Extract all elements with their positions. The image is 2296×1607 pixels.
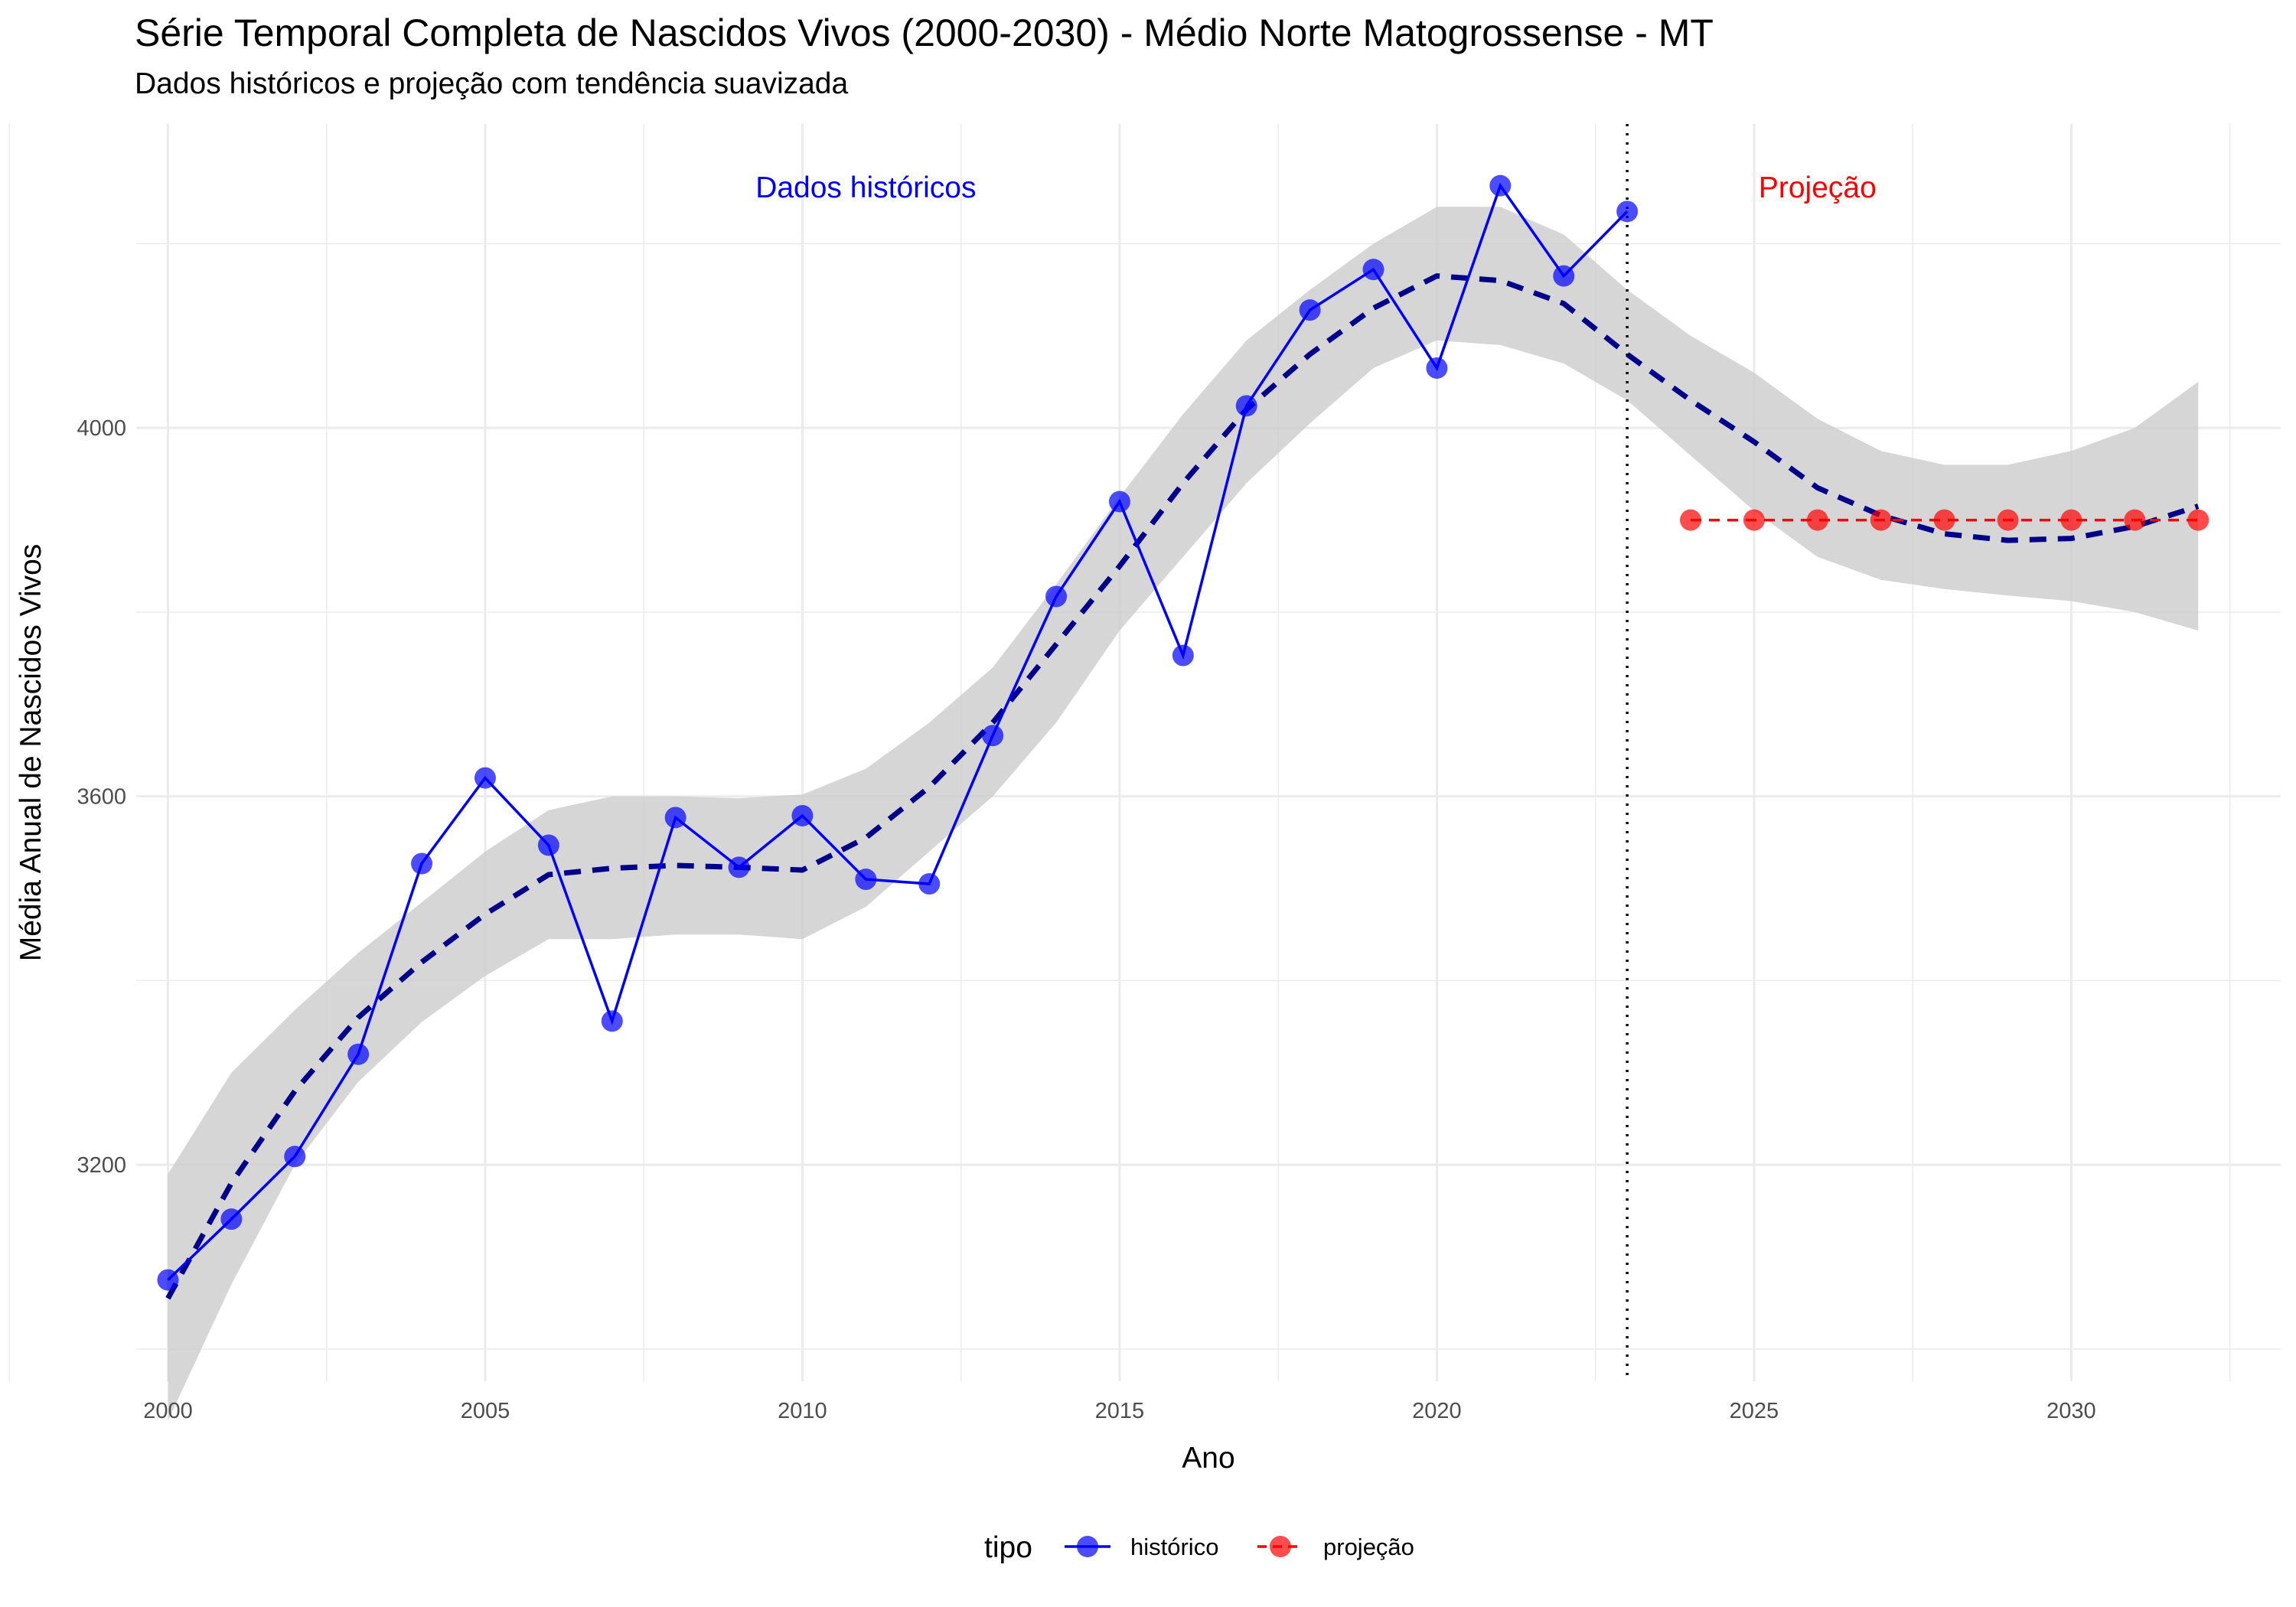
data-point-0-2002 [284,1146,306,1168]
data-point-0-2022 [1553,265,1575,287]
data-point-0-2020 [1426,357,1448,379]
series-line-0 [167,182,1629,1281]
data-point-1-2029 [1997,509,2019,531]
chart-title: Série Temporal Completa de Nascidos Vivo… [135,11,1714,54]
data-point-0-2021 [1489,174,1512,197]
grid-minor [8,124,2281,1381]
annotations: Dados históricos Projeção [755,171,1877,204]
data-point-1-2024 [1680,509,1702,531]
data-point-0-2004 [411,852,433,875]
data-point-0-2003 [347,1043,370,1065]
data-point-1-2028 [1933,509,1955,531]
data-point-1-2031 [2124,509,2146,531]
y-tick-3200: 3200 [77,1153,126,1178]
data-point-0-2016 [1172,644,1194,667]
data-point-0-2010 [791,804,814,826]
y-axis-title: Média Anual de Nascidos Vivos [15,544,47,962]
x-tick-2025: 2025 [1730,1399,1779,1423]
data-point-0-2023 [1616,200,1639,223]
data-point-0-2001 [220,1208,243,1231]
data-point-0-2018 [1299,299,1321,321]
series [167,182,2199,1281]
confidence-ribbon [168,207,2199,1421]
annotation-0: Dados históricos [755,171,976,204]
y-tick-3600: 3600 [77,785,126,810]
legend-label-1: projeção [1323,1534,1414,1560]
data-point-0-2015 [1108,491,1130,513]
annotation-1: Projeção [1759,171,1877,204]
data-point-1-2032 [2187,509,2210,531]
data-point-0-2006 [537,834,559,856]
x-tick-2005: 2005 [461,1399,510,1423]
x-axis-title: Ano [1182,1442,1234,1475]
data-point-1-2025 [1743,509,1765,531]
tick-labels: 2000 2005 2010 2015 2020 2025 2030 3200 3600 4000 [77,416,2095,1423]
data-point-0-2013 [982,725,1004,747]
legend-key-point-0 [1077,1536,1098,1557]
data-point-0-2000 [157,1269,179,1291]
data-point-0-2009 [728,856,750,878]
grid-major [136,124,2281,1381]
data-point-0-2012 [918,873,941,895]
legend: tipo histórico projeção [984,1531,1414,1564]
data-points [157,174,2210,1291]
data-point-0-2017 [1235,395,1257,417]
x-tick-2030: 2030 [2047,1399,2096,1423]
data-point-0-2014 [1045,585,1068,608]
data-point-0-2008 [664,807,687,829]
x-tick-2000: 2000 [143,1399,193,1423]
data-point-1-2027 [1870,509,1892,531]
data-point-0-2005 [474,767,496,789]
data-point-0-2007 [601,1010,623,1032]
legend-key-point-1 [1270,1536,1291,1557]
x-tick-2020: 2020 [1412,1399,1462,1423]
chart-subtitle: Dados históricos e projeção com tendênci… [135,67,849,100]
data-point-0-2019 [1362,259,1384,281]
x-tick-2010: 2010 [778,1399,827,1423]
data-point-0-2011 [855,869,877,891]
legend-title: tipo [984,1531,1032,1564]
trend-confidence-band [168,207,2199,1421]
data-point-1-2030 [2060,509,2082,531]
y-tick-4000: 4000 [77,416,126,441]
legend-label-0: histórico [1130,1534,1218,1560]
x-tick-2015: 2015 [1095,1399,1145,1423]
data-point-1-2026 [1806,509,1828,531]
